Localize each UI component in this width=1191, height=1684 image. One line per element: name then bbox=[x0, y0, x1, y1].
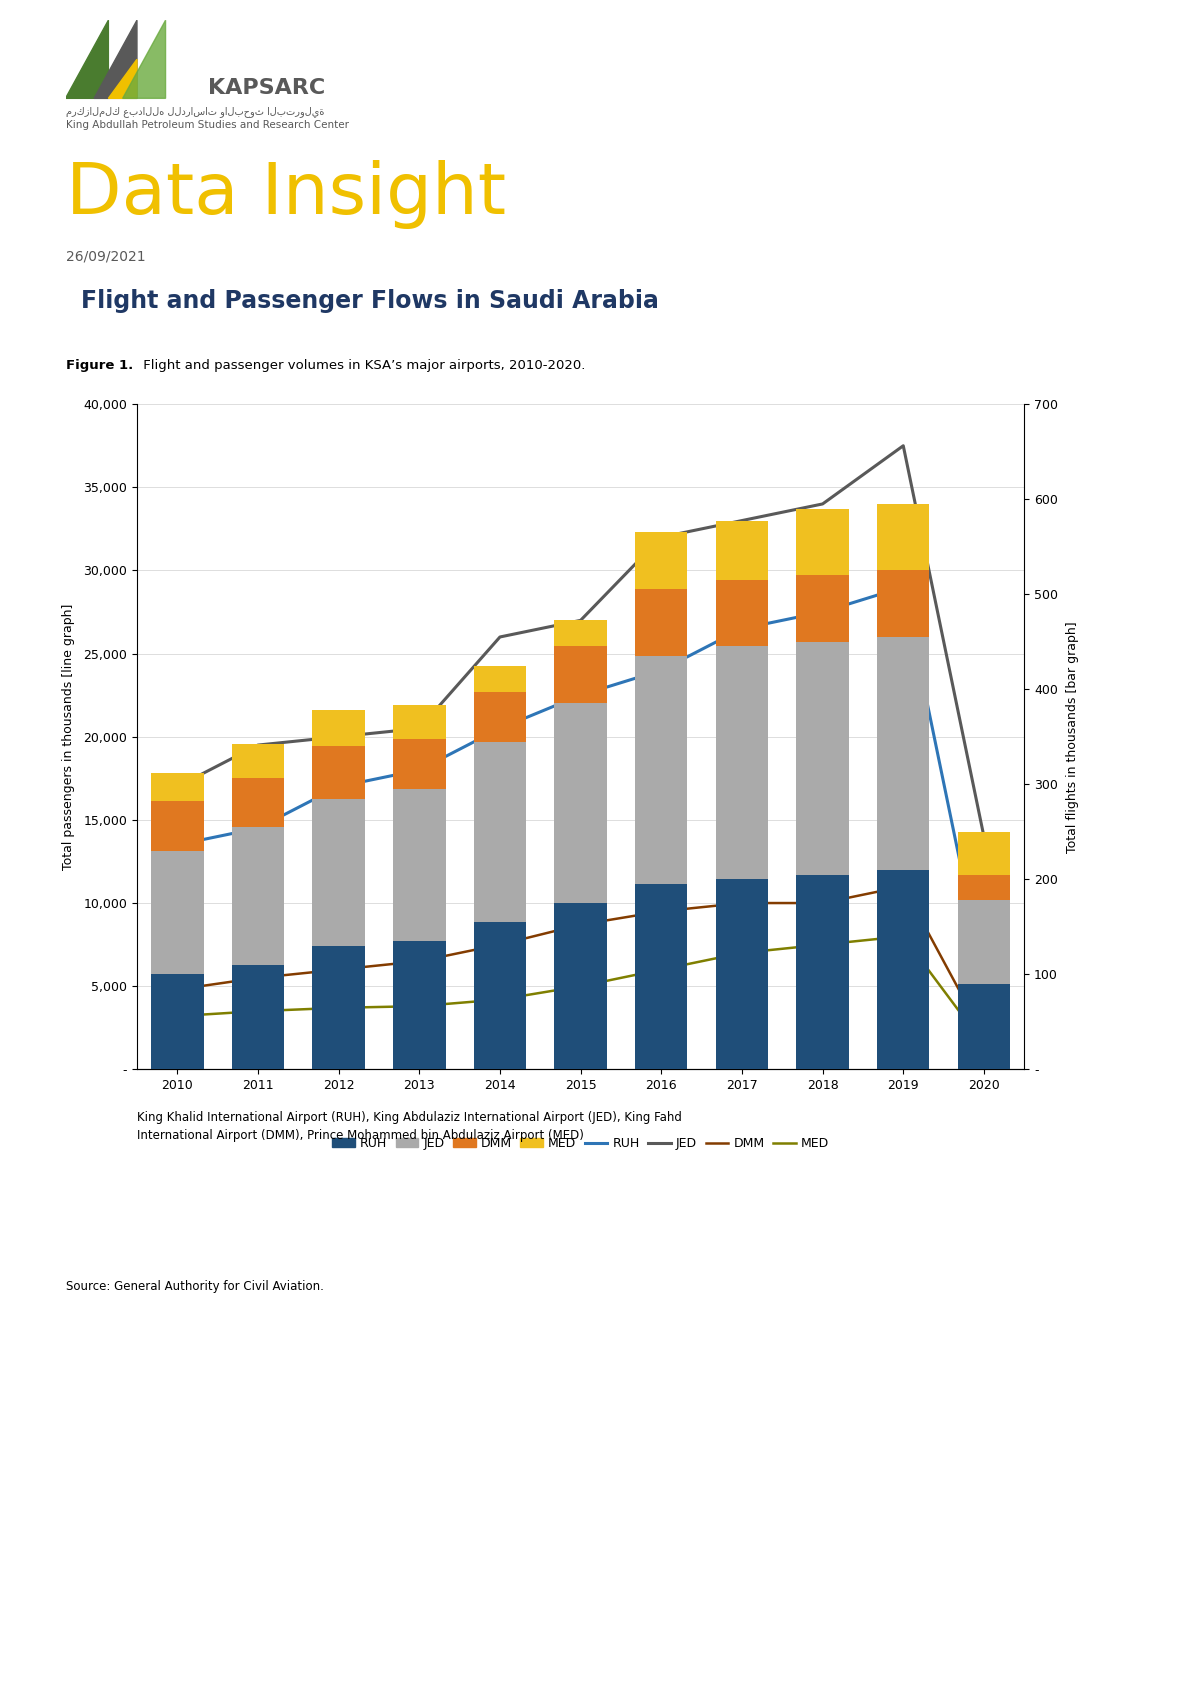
Bar bbox=[393, 790, 445, 941]
Text: King Abdullah Petroleum Studies and Research Center: King Abdullah Petroleum Studies and Rese… bbox=[66, 120, 349, 130]
Text: Data Insight: Data Insight bbox=[66, 160, 506, 229]
Bar bbox=[393, 706, 445, 739]
Bar bbox=[554, 620, 607, 647]
Legend: RUH, JED, DMM, MED, RUH, JED, DMM, MED: RUH, JED, DMM, MED, RUH, JED, DMM, MED bbox=[328, 1132, 834, 1155]
Bar bbox=[151, 802, 204, 850]
Polygon shape bbox=[94, 20, 137, 98]
Bar bbox=[877, 571, 929, 637]
Polygon shape bbox=[108, 59, 137, 98]
Bar bbox=[232, 744, 285, 778]
Bar bbox=[716, 879, 768, 1069]
Bar bbox=[877, 504, 929, 571]
Text: King Khalid International Airport (RUH), King Abdulaziz International Airport (J: King Khalid International Airport (RUH),… bbox=[137, 1111, 681, 1142]
Bar bbox=[635, 532, 687, 589]
Bar bbox=[474, 667, 526, 692]
Bar bbox=[312, 746, 364, 798]
Bar bbox=[635, 884, 687, 1069]
Text: Figure 1.: Figure 1. bbox=[66, 359, 132, 372]
Bar bbox=[232, 965, 285, 1069]
Bar bbox=[877, 869, 929, 1069]
Y-axis label: Total flights in thousands [bar graph]: Total flights in thousands [bar graph] bbox=[1066, 621, 1079, 852]
Bar bbox=[716, 520, 768, 579]
Text: KAPSARC: KAPSARC bbox=[208, 77, 325, 98]
Bar bbox=[958, 874, 1010, 901]
Polygon shape bbox=[123, 20, 166, 98]
Bar bbox=[554, 704, 607, 903]
Bar bbox=[797, 576, 849, 642]
Y-axis label: Total passengers in thousands [line graph]: Total passengers in thousands [line grap… bbox=[62, 603, 75, 871]
Bar bbox=[635, 657, 687, 884]
Bar bbox=[474, 741, 526, 923]
Bar bbox=[474, 692, 526, 741]
Bar bbox=[232, 827, 285, 965]
Bar bbox=[797, 509, 849, 576]
Bar bbox=[635, 589, 687, 657]
Text: مركزالملك عبدالله للدراسات والبحوث البترولية: مركزالملك عبدالله للدراسات والبحوث البتر… bbox=[66, 106, 324, 116]
Bar bbox=[312, 946, 364, 1069]
Bar bbox=[312, 711, 364, 746]
Bar bbox=[151, 850, 204, 975]
Bar bbox=[958, 832, 1010, 874]
Bar bbox=[474, 923, 526, 1069]
Text: 26/09/2021: 26/09/2021 bbox=[66, 249, 145, 263]
Bar bbox=[232, 778, 285, 827]
Bar bbox=[797, 642, 849, 874]
Polygon shape bbox=[66, 20, 108, 98]
Bar bbox=[716, 647, 768, 879]
Text: Source: General Authority for Civil Aviation.: Source: General Authority for Civil Avia… bbox=[66, 1280, 324, 1293]
Bar bbox=[312, 798, 364, 946]
Bar bbox=[877, 637, 929, 869]
Bar bbox=[393, 941, 445, 1069]
Bar bbox=[958, 983, 1010, 1069]
Bar bbox=[716, 579, 768, 647]
Bar bbox=[554, 903, 607, 1069]
Bar bbox=[554, 647, 607, 704]
Text: Flight and passenger volumes in KSA’s major airports, 2010-2020.: Flight and passenger volumes in KSA’s ma… bbox=[139, 359, 586, 372]
Bar bbox=[958, 901, 1010, 983]
Bar bbox=[797, 874, 849, 1069]
Text: Flight and Passenger Flows in Saudi Arabia: Flight and Passenger Flows in Saudi Arab… bbox=[81, 290, 660, 313]
Bar bbox=[151, 773, 204, 802]
Bar bbox=[151, 975, 204, 1069]
Bar bbox=[393, 739, 445, 790]
